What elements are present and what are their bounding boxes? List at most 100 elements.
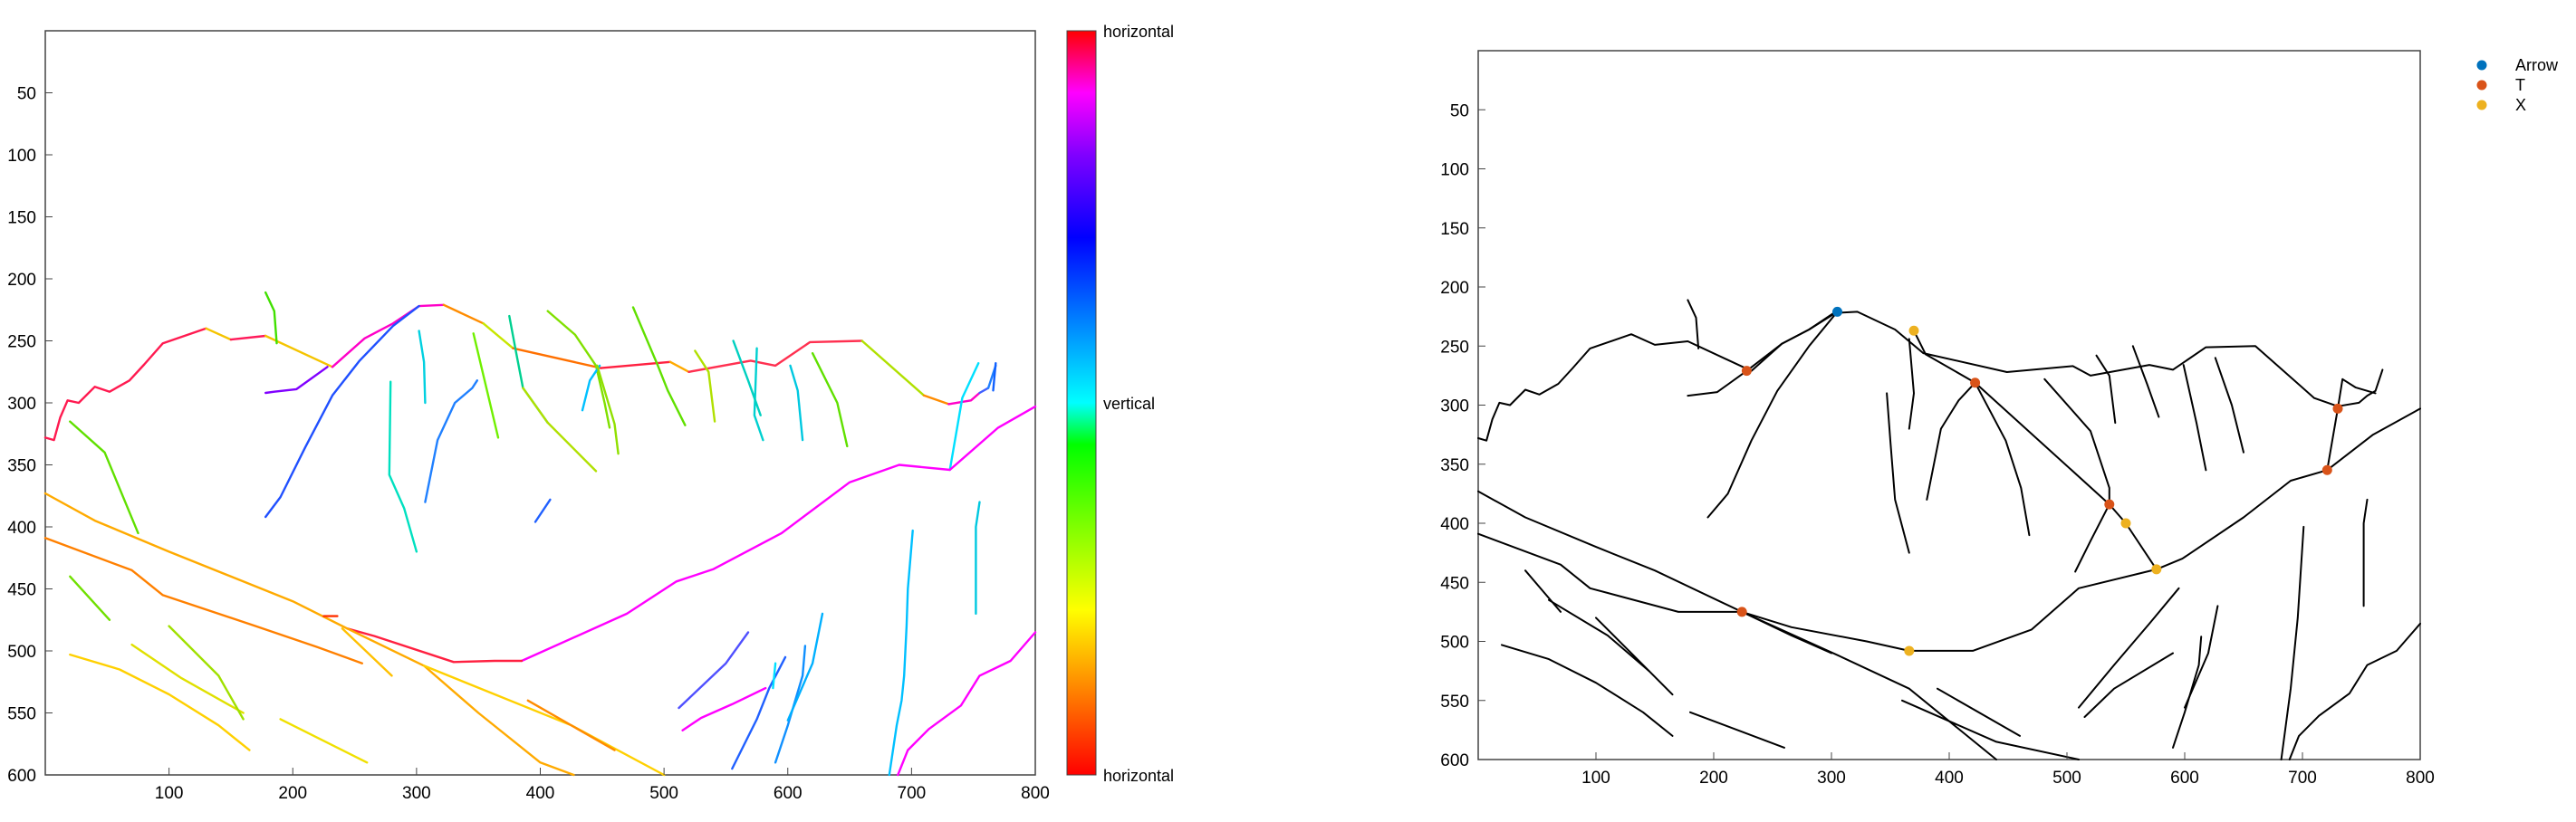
orientation-line-segments: [43, 291, 1037, 777]
contour-line: [2326, 407, 2339, 472]
orientation-x-tick-label: 500: [649, 784, 678, 803]
colorbar-label-middle: vertical: [1103, 395, 1155, 413]
colorbar-gradient: [1066, 30, 1097, 776]
orientation-line-segment: [687, 339, 863, 373]
orientation-y-tick-label: 150: [7, 209, 36, 228]
orientation-x-tick-label: 100: [155, 784, 184, 803]
junction-point-t: [1741, 366, 1752, 377]
orientation-y-tick-label: 500: [7, 643, 36, 662]
orientation-line-segment: [774, 645, 807, 764]
contour-line: [2182, 364, 2207, 472]
junction-point-x: [1908, 325, 1919, 336]
orientation-line-segment: [69, 420, 139, 535]
contour-line: [1477, 532, 1832, 655]
orientation-line-segment: [811, 352, 849, 448]
junction-point-x: [2120, 518, 2131, 529]
orientation-y-tick-label: 100: [7, 147, 36, 166]
junction-x-tick-label: 400: [1935, 769, 1964, 788]
contour-line: [1974, 381, 2031, 537]
orientation-line-segment: [631, 306, 687, 426]
colorbar-label-bottom: horizontal: [1103, 767, 1174, 785]
orientation-line-segment: [472, 332, 500, 439]
orientation-line-segment: [922, 394, 950, 406]
contour-line: [2280, 525, 2305, 760]
legend-label-x: X: [2515, 96, 2526, 114]
legend-marker-t: [2476, 80, 2487, 91]
contour-line: [1741, 610, 1997, 760]
orientation-line-segment: [596, 364, 620, 455]
contour-line: [1901, 699, 2080, 760]
orientation-y-tick-label: 350: [7, 457, 36, 476]
contour-line: [1687, 299, 1700, 349]
orientation-line-segment: [331, 303, 446, 368]
junction-point-t: [1970, 378, 1981, 388]
orientation-y-tick-label: 550: [7, 705, 36, 724]
junction-y-tick-label: 450: [1440, 574, 1469, 593]
orientation-line-segment: [888, 529, 914, 777]
orientation-line-segment: [731, 655, 787, 770]
orientation-y-tick-label: 600: [7, 767, 36, 786]
orientation-line-segment: [678, 631, 750, 710]
contour-line: [2184, 605, 2219, 709]
junction-x-tick-label: 700: [2288, 769, 2317, 788]
contour-line: [2214, 357, 2244, 454]
orientation-line-segment: [992, 362, 997, 392]
orientation-line-segment: [546, 310, 611, 429]
orientation-line-segment: [482, 322, 514, 349]
junction-x-axis: 100 200 300 400 500 600 700 800: [1581, 752, 2435, 788]
junction-point-arrow: [1832, 306, 1842, 317]
contour-line: [2083, 652, 2174, 718]
junction-points: [1736, 306, 2343, 656]
junction-line-drawing: [1477, 299, 2421, 760]
contour-line: [1689, 711, 1785, 749]
contour-line: [2043, 378, 2110, 506]
orientation-line-segment: [948, 362, 980, 472]
contour-line: [1524, 569, 1562, 613]
legend-marker-arrow: [2476, 60, 2487, 71]
orientation-line-segment: [442, 303, 485, 325]
orientation-x-tick-label: 300: [402, 784, 431, 803]
junction-point-t: [2104, 499, 2115, 510]
junction-y-tick-label: 300: [1440, 397, 1469, 416]
orientation-line-segment: [264, 366, 329, 395]
orientation-line-segment: [520, 405, 1037, 663]
orientation-line-segment: [789, 364, 804, 442]
contour-line: [1477, 490, 2158, 652]
orientation-line-segment: [897, 631, 1037, 777]
orientation-x-tick-label: 800: [1021, 784, 1050, 803]
orientation-line-segment: [229, 334, 267, 341]
orientation-line-segment: [205, 327, 233, 341]
orientation-line-segment: [418, 330, 427, 405]
junction-x-tick-label: 500: [2052, 769, 2081, 788]
orientation-line-segment: [388, 380, 418, 553]
junction-x-tick-label: 300: [1817, 769, 1846, 788]
orientation-line-segment: [69, 653, 251, 751]
junction-y-tick-label: 600: [1440, 751, 1469, 770]
contour-line: [1745, 311, 1839, 372]
junction-y-tick-label: 200: [1440, 279, 1469, 298]
junction-y-tick-label: 100: [1440, 161, 1469, 180]
junction-y-tick-label: 550: [1440, 693, 1469, 712]
contour-line: [1548, 598, 1650, 673]
orientation-line-segment: [753, 347, 764, 442]
orientation-line-segment: [264, 304, 420, 519]
contour-line: [1908, 338, 1915, 430]
contour-line: [2074, 503, 2110, 573]
junction-y-tick-label: 400: [1440, 515, 1469, 534]
orientation-y-tick-label: 400: [7, 519, 36, 538]
contour-line: [2131, 345, 2160, 418]
legend-label-arrow: Arrow: [2515, 56, 2559, 74]
contour-line: [1937, 687, 2021, 737]
orientation-line-segment: [668, 360, 690, 373]
junction-legend: Arrow T X: [2476, 56, 2559, 114]
contour-line: [1595, 616, 1674, 696]
contour-line: [2095, 354, 2117, 425]
junction-x-tick-label: 800: [2406, 769, 2435, 788]
orientation-line-segment: [43, 492, 575, 777]
junction-point-x: [2151, 564, 2162, 575]
orientation-line-segment: [279, 718, 369, 764]
junction-y-tick-label: 150: [1440, 220, 1469, 239]
orientation-line-segment: [69, 575, 111, 621]
orientation-line-segment: [512, 347, 602, 369]
